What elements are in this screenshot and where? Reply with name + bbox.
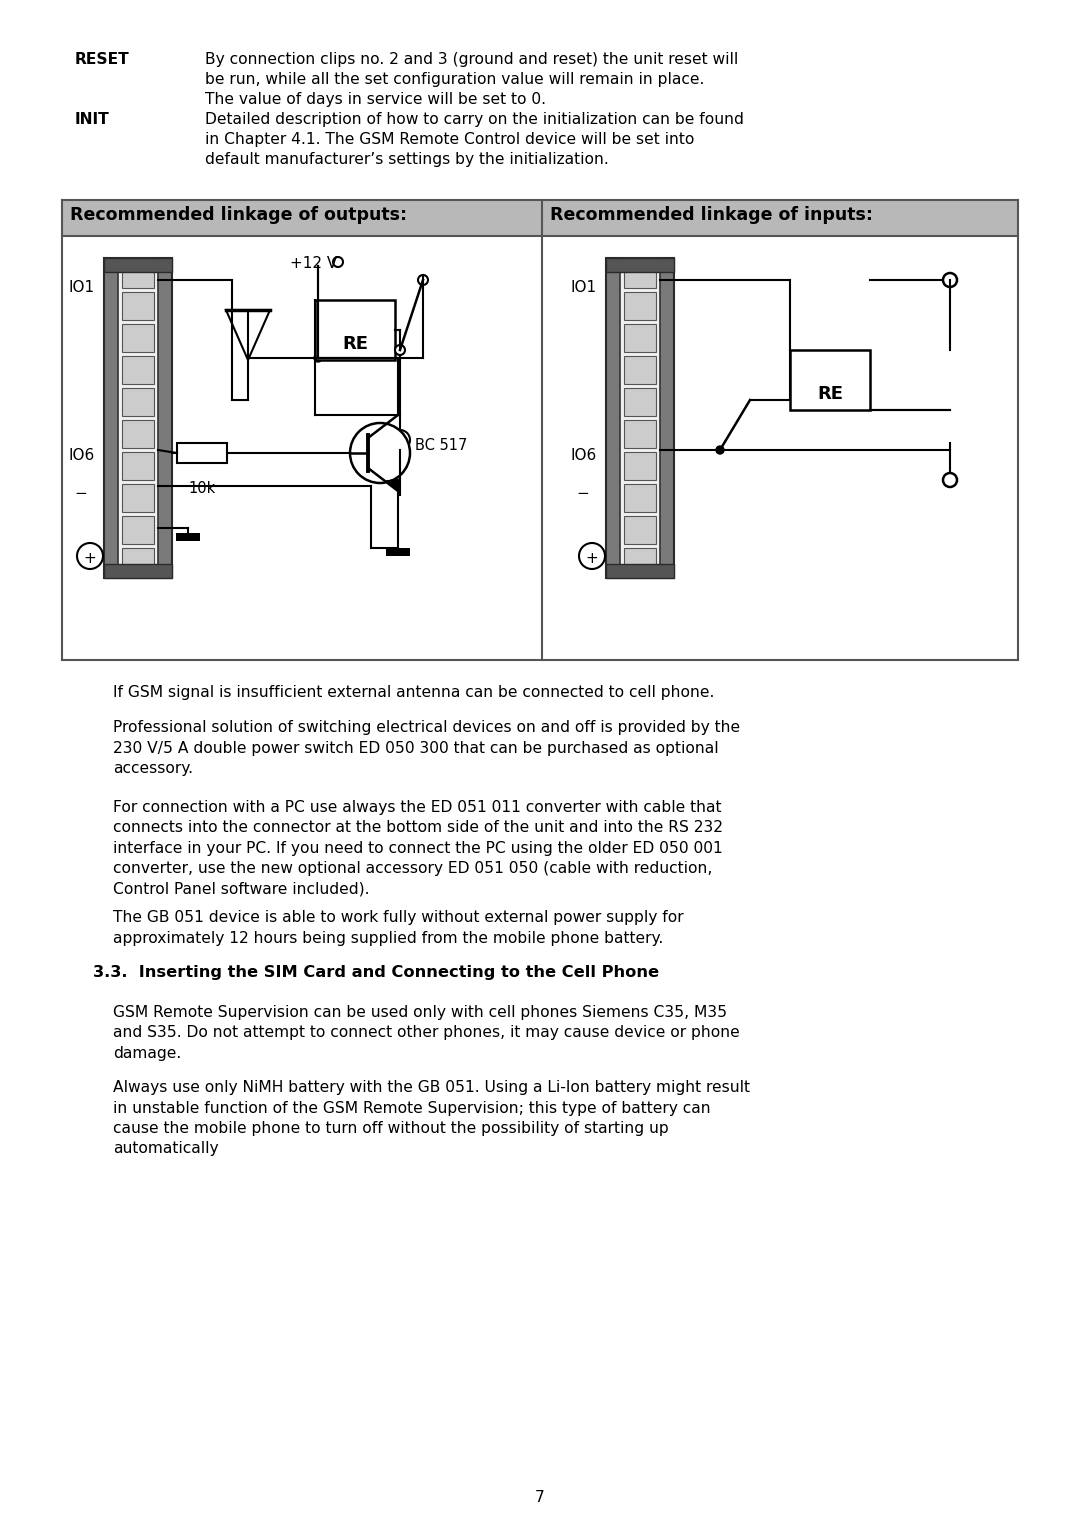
Bar: [122, 517, 154, 544]
Circle shape: [350, 423, 410, 483]
Bar: [620, 258, 660, 578]
Bar: [122, 388, 154, 415]
Text: +: +: [83, 550, 96, 566]
Text: 230 V/5 A double power switch ED 050 300 that can be purchased as optional: 230 V/5 A double power switch ED 050 300…: [113, 740, 718, 756]
Bar: [176, 533, 200, 541]
Bar: [118, 258, 158, 578]
Text: Detailed description of how to carry on the initialization can be found: Detailed description of how to carry on …: [205, 112, 744, 127]
Bar: [624, 388, 656, 415]
Circle shape: [418, 274, 428, 285]
Bar: [789, 350, 870, 409]
Circle shape: [314, 354, 322, 362]
Text: The GB 051 device is able to work fully without external power supply for: The GB 051 device is able to work fully …: [113, 911, 684, 924]
Circle shape: [390, 429, 410, 451]
Text: 10k: 10k: [188, 481, 216, 497]
Bar: [122, 547, 154, 576]
Bar: [606, 258, 674, 578]
Text: IO6: IO6: [570, 448, 596, 463]
Bar: [624, 356, 656, 383]
Text: GSM Remote Supervision can be used only with cell phones Siemens C35, M35: GSM Remote Supervision can be used only …: [113, 1006, 727, 1019]
Bar: [122, 484, 154, 512]
Bar: [624, 261, 656, 288]
Text: If GSM signal is insufficient external antenna can be connected to cell phone.: If GSM signal is insufficient external a…: [113, 685, 714, 701]
Bar: [62, 199, 542, 236]
Bar: [122, 452, 154, 480]
Text: Recommended linkage of outputs:: Recommended linkage of outputs:: [70, 205, 407, 224]
Bar: [122, 323, 154, 353]
Bar: [122, 356, 154, 383]
Bar: [542, 199, 1018, 236]
Text: RESET: RESET: [75, 52, 130, 67]
Bar: [104, 258, 172, 578]
Text: default manufacturer’s settings by the initialization.: default manufacturer’s settings by the i…: [205, 152, 609, 167]
Text: converter, use the new optional accessory ED 051 050 (cable with reduction,: converter, use the new optional accessor…: [113, 862, 713, 877]
Text: 7: 7: [535, 1490, 545, 1505]
Text: automatically: automatically: [113, 1142, 218, 1156]
Circle shape: [77, 543, 103, 569]
Text: RE: RE: [816, 385, 843, 403]
Bar: [386, 547, 410, 556]
Text: be run, while all the set configuration value will remain in place.: be run, while all the set configuration …: [205, 72, 704, 87]
Text: Recommended linkage of inputs:: Recommended linkage of inputs:: [550, 205, 873, 224]
Polygon shape: [226, 310, 270, 360]
Text: +12 V: +12 V: [291, 256, 337, 271]
Bar: [315, 300, 395, 360]
Circle shape: [943, 474, 957, 487]
Text: accessory.: accessory.: [113, 760, 193, 776]
Text: BC 517: BC 517: [415, 438, 468, 452]
Bar: [122, 420, 154, 448]
Text: INIT: INIT: [75, 112, 110, 127]
Circle shape: [333, 258, 343, 267]
Text: approximately 12 hours being supplied from the mobile phone battery.: approximately 12 hours being supplied fr…: [113, 931, 663, 946]
Text: Professional solution of switching electrical devices on and off is provided by : Professional solution of switching elect…: [113, 721, 740, 734]
Text: +: +: [585, 550, 598, 566]
Text: IO6: IO6: [68, 448, 94, 463]
Bar: [104, 258, 172, 271]
Bar: [624, 547, 656, 576]
Text: 3.3.  Inserting the SIM Card and Connecting to the Cell Phone: 3.3. Inserting the SIM Card and Connecti…: [93, 964, 659, 980]
Bar: [606, 564, 674, 578]
Text: −: −: [576, 486, 589, 501]
Bar: [62, 199, 1018, 661]
Text: The value of days in service will be set to 0.: The value of days in service will be set…: [205, 92, 546, 107]
Bar: [104, 564, 172, 578]
Circle shape: [943, 273, 957, 287]
Text: For connection with a PC use always the ED 051 011 converter with cable that: For connection with a PC use always the …: [113, 800, 721, 816]
Text: connects into the connector at the bottom side of the unit and into the RS 232: connects into the connector at the botto…: [113, 820, 723, 835]
Bar: [624, 452, 656, 480]
Circle shape: [579, 543, 605, 569]
Text: in unstable function of the GSM Remote Supervision; this type of battery can: in unstable function of the GSM Remote S…: [113, 1101, 711, 1116]
Bar: [122, 291, 154, 320]
Text: Control Panel software included).: Control Panel software included).: [113, 881, 369, 897]
Circle shape: [716, 446, 724, 454]
Circle shape: [395, 345, 405, 356]
Text: Always use only NiMH battery with the GB 051. Using a Li-Ion battery might resul: Always use only NiMH battery with the GB…: [113, 1081, 750, 1095]
Text: By connection clips no. 2 and 3 (ground and reset) the unit reset will: By connection clips no. 2 and 3 (ground …: [205, 52, 739, 67]
Text: damage.: damage.: [113, 1046, 181, 1061]
Bar: [624, 517, 656, 544]
Text: and S35. Do not attempt to connect other phones, it may cause device or phone: and S35. Do not attempt to connect other…: [113, 1026, 740, 1041]
Bar: [122, 261, 154, 288]
Text: RE: RE: [342, 336, 368, 353]
Bar: [624, 291, 656, 320]
Text: interface in your PC. If you need to connect the PC using the older ED 050 001: interface in your PC. If you need to con…: [113, 842, 723, 855]
Polygon shape: [386, 478, 400, 491]
Text: IO1: IO1: [570, 281, 596, 294]
Text: IO1: IO1: [68, 281, 94, 294]
Text: in Chapter 4.1. The GSM Remote Control device will be set into: in Chapter 4.1. The GSM Remote Control d…: [205, 132, 694, 147]
Bar: [606, 258, 674, 271]
Bar: [624, 484, 656, 512]
Bar: [624, 420, 656, 448]
Text: cause the mobile phone to turn off without the possibility of starting up: cause the mobile phone to turn off witho…: [113, 1121, 669, 1136]
Bar: [177, 443, 227, 463]
Bar: [624, 323, 656, 353]
Text: −: −: [75, 486, 86, 501]
